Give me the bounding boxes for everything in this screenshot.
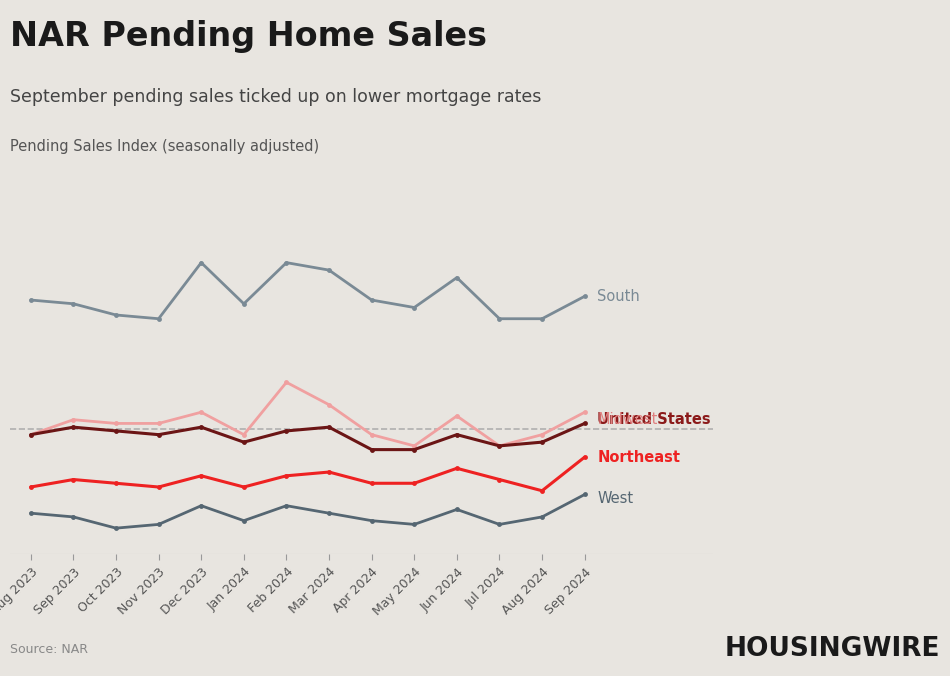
Text: September pending sales ticked up on lower mortgage rates: September pending sales ticked up on low… bbox=[10, 88, 541, 106]
Text: Source: NAR: Source: NAR bbox=[10, 643, 87, 656]
Text: Midwest: Midwest bbox=[598, 412, 657, 427]
Text: United States: United States bbox=[598, 412, 712, 427]
Text: Northeast: Northeast bbox=[598, 450, 680, 464]
Text: South: South bbox=[598, 289, 640, 304]
Text: West: West bbox=[598, 491, 634, 506]
Text: HOUSINGWIRE: HOUSINGWIRE bbox=[725, 637, 940, 662]
Text: Pending Sales Index (seasonally adjusted): Pending Sales Index (seasonally adjusted… bbox=[10, 139, 318, 153]
Text: NAR Pending Home Sales: NAR Pending Home Sales bbox=[10, 20, 486, 53]
